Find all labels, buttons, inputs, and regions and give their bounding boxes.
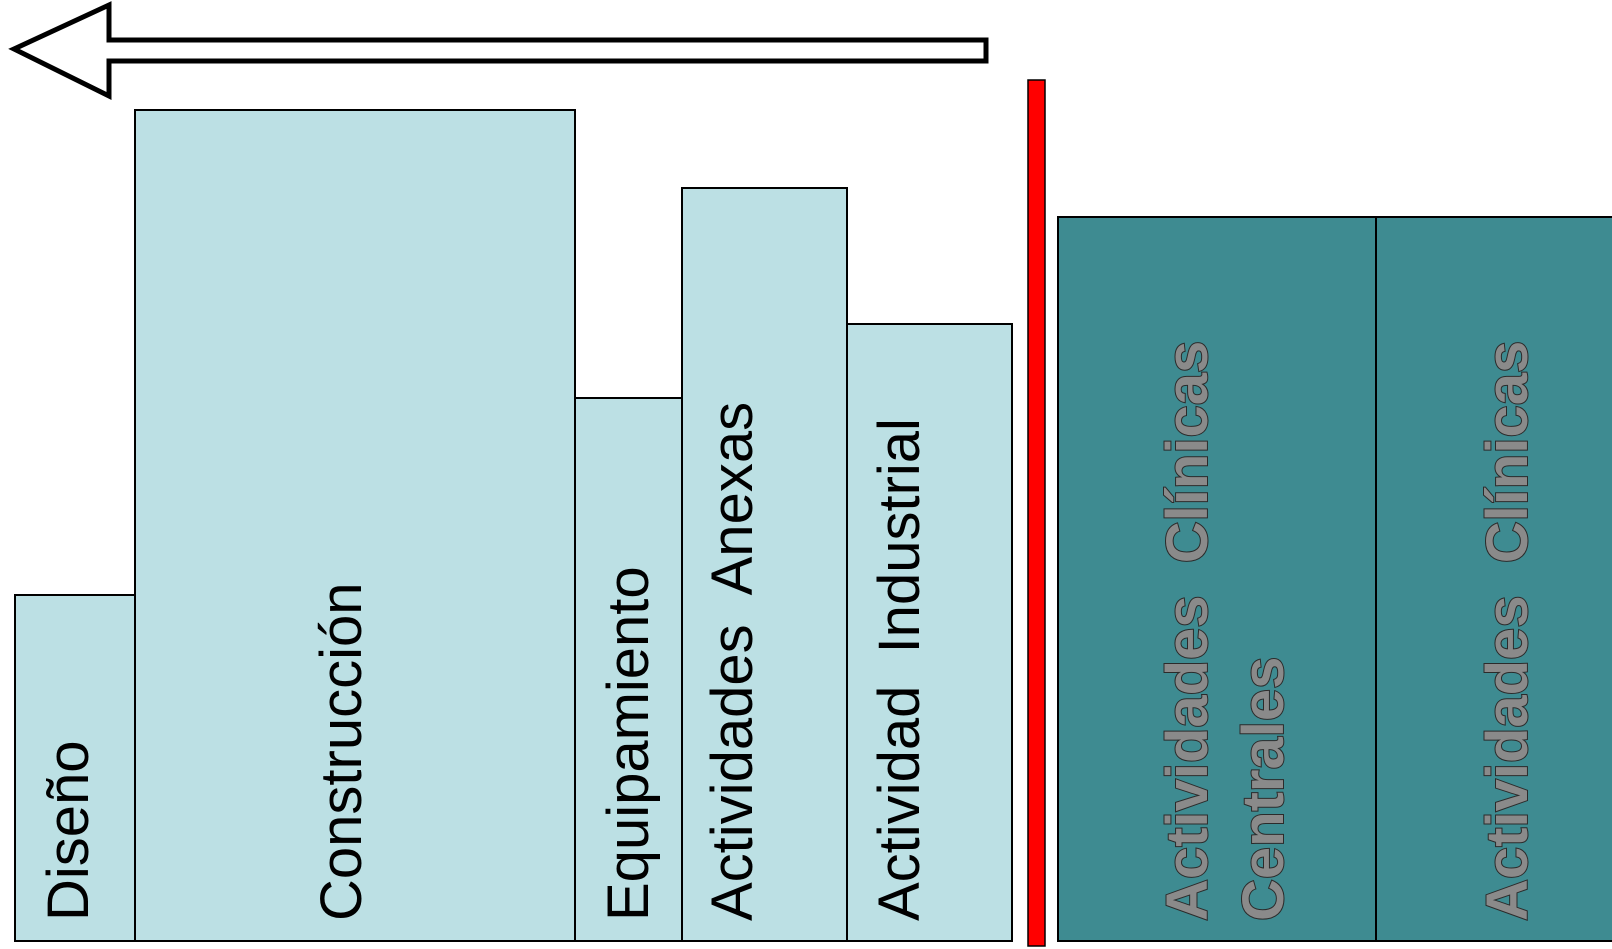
block-clinicas: [1375, 216, 1612, 942]
label-clinicas-centrales-line2: Centrales: [1231, 657, 1296, 921]
block-equipamiento: [574, 397, 683, 942]
label-clinicas: Actividades Clínicas: [1475, 341, 1540, 921]
label-construccion: Construcción: [309, 583, 374, 921]
block-construccion: [134, 109, 576, 942]
label-actividad-industrial: Actividad Industrial: [867, 418, 932, 921]
label-actividades-anexas: Actividades Anexas: [700, 402, 765, 921]
label-diseno: Diseño: [36, 740, 101, 921]
left-arrow-icon: [8, 1, 989, 101]
block-diseno: [14, 594, 136, 942]
label-clinicas-centrales-line1: Actividades Clínicas: [1155, 341, 1220, 921]
label-equipamiento: Equipamiento: [596, 566, 661, 921]
block-actividades-anexas: [681, 187, 848, 942]
block-clinicas-centrales: [1057, 216, 1377, 942]
red-divider-bar: [1027, 79, 1046, 947]
block-actividad-industrial: [846, 323, 1013, 942]
